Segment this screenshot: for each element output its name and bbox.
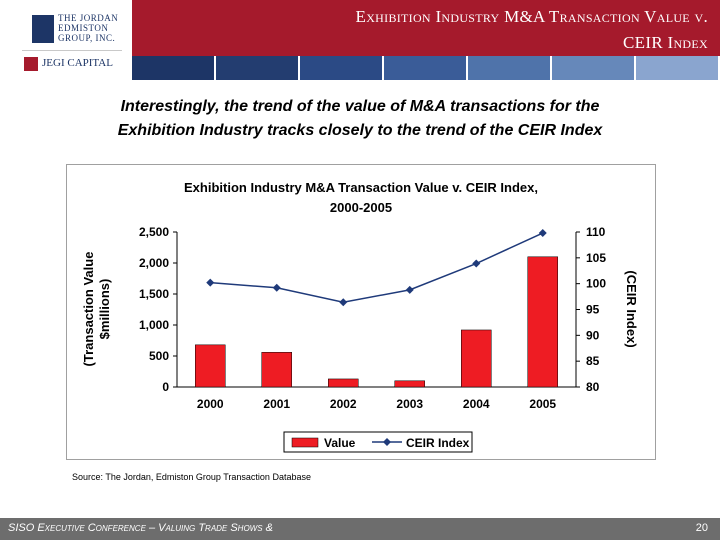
- source-note: Source: The Jordan, Edmiston Group Trans…: [72, 472, 311, 482]
- slide-title: Exhibition Industry M&A Transaction Valu…: [148, 4, 708, 56]
- ceir-index-point: [405, 285, 414, 294]
- value-bar: [195, 344, 226, 388]
- y-axis-left-label-line-2: $millions): [97, 279, 112, 340]
- ceir-index-point: [339, 298, 348, 307]
- intro-line-1: Interestingly, the trend of the value of…: [120, 98, 600, 115]
- x-category-label: 2001: [263, 397, 290, 411]
- chart-frame: Exhibition Industry M&A Transaction Valu…: [66, 164, 656, 460]
- footer-text: SISO Executive Conference – Valuing Trad…: [8, 522, 273, 534]
- y-axis-right-label: (CEIR Index): [624, 270, 639, 347]
- slide-title-line-2: CEIR Index: [623, 33, 708, 52]
- header-band: [552, 56, 634, 80]
- ceir-index-point: [272, 283, 281, 292]
- right-tick-label: 85: [586, 354, 600, 368]
- header-band: [132, 56, 214, 80]
- ceir-index-point: [472, 259, 481, 268]
- value-bar: [328, 378, 359, 388]
- company-logo: THE JORDAN EDMISTON GROUP, INC.: [22, 6, 122, 51]
- logo-text: THE JORDAN EDMISTON GROUP, INC.: [58, 13, 122, 43]
- header-band: [216, 56, 298, 80]
- intro-line-2: Exhibition Industry tracks closely to th…: [117, 122, 603, 139]
- x-category-label: 2003: [396, 397, 423, 411]
- header-band: [468, 56, 550, 80]
- left-tick-label: 1,000: [139, 318, 169, 332]
- chart-title-line-2: 2000-2005: [330, 200, 392, 215]
- intro-text: Interestingly, the trend of the value of…: [60, 95, 660, 143]
- ceir-index-point: [538, 229, 547, 238]
- logo-line-3: GROUP, INC.: [58, 33, 116, 43]
- logo-line-2: EDMISTON: [58, 23, 109, 33]
- right-tick-label: 105: [586, 251, 606, 265]
- y-axis-left-label-line-1: (Transaction Value: [81, 252, 96, 367]
- value-bar: [527, 256, 558, 388]
- legend-value-label: Value: [324, 436, 356, 450]
- page-number: 20: [695, 522, 708, 534]
- right-tick-label: 90: [586, 328, 600, 342]
- right-tick-label: 100: [586, 277, 606, 291]
- value-bar: [261, 352, 292, 388]
- x-category-label: 2002: [330, 397, 357, 411]
- left-tick-label: 1,500: [139, 287, 169, 301]
- slide-title-line-1: Exhibition Industry M&A Transaction Valu…: [355, 7, 708, 26]
- left-tick-label: 2,500: [139, 225, 169, 239]
- value-bar: [394, 380, 425, 388]
- header-band: [384, 56, 466, 80]
- value-bar: [461, 329, 492, 388]
- x-category-label: 2000: [197, 397, 224, 411]
- legend-ceir-label: CEIR Index: [406, 436, 470, 450]
- header-band: [300, 56, 382, 80]
- chart-canvas: Exhibition Industry M&A Transaction Valu…: [81, 180, 639, 453]
- right-tick-label: 95: [586, 303, 600, 317]
- logo-mark: [32, 15, 54, 43]
- left-tick-label: 2,000: [139, 256, 169, 270]
- left-tick-label: 0: [162, 380, 169, 394]
- ceir-index-point: [206, 278, 215, 287]
- capital-logo-text: JEGI CAPITAL: [42, 57, 113, 69]
- left-tick-label: 500: [149, 349, 169, 363]
- right-tick-label: 80: [586, 380, 600, 394]
- right-tick-label: 110: [586, 225, 606, 239]
- x-category-label: 2005: [529, 397, 556, 411]
- legend-ceir-marker: [383, 438, 391, 446]
- capital-logo-mark: [24, 57, 38, 71]
- legend-value-swatch: [291, 437, 319, 448]
- footer-bar: SISO Executive Conference – Valuing Trad…: [0, 518, 720, 540]
- logo-line-1: THE JORDAN: [58, 13, 119, 23]
- chart-title-line-1: Exhibition Industry M&A Transaction Valu…: [184, 180, 538, 195]
- x-category-label: 2004: [463, 397, 490, 411]
- ceir-index-line: [210, 232, 544, 304]
- header-band: [636, 56, 718, 80]
- logo-panel: THE JORDAN EDMISTON GROUP, INC. JEGI CAP…: [0, 0, 132, 80]
